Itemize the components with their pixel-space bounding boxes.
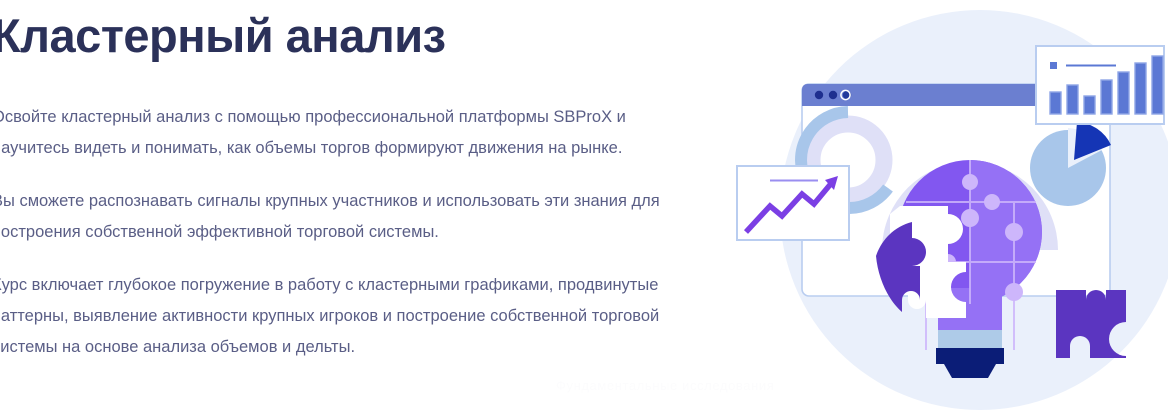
bar-7 [1151, 55, 1164, 115]
body-copy: Освойте кластерный анализ с помощью проф… [0, 102, 732, 363]
watermark-text: Фундаментальные исследования [556, 378, 775, 393]
browser-dot-2-icon[interactable] [828, 90, 838, 100]
puzzle-piece-right[interactable] [1056, 290, 1126, 358]
bulb-base-lower [944, 364, 996, 378]
bar-5 [1117, 71, 1130, 115]
body-paragraph-1: Освойте кластерный анализ с помощью проф… [0, 108, 626, 157]
browser-titlebar-fill [802, 99, 1110, 106]
pie-slice-exploded [1074, 122, 1111, 160]
legend-swatch-icon [1050, 62, 1057, 69]
browser-dot-outline-icon[interactable] [840, 89, 851, 101]
body-paragraph-3: Курс включает глубокое погружение в рабо… [0, 276, 660, 356]
line-chart-arrowhead-icon [825, 176, 838, 190]
puzzle-piece-left[interactable] [876, 222, 926, 312]
bar-2 [1066, 84, 1079, 115]
cluster-analysis-illustration [730, 0, 1168, 420]
text-column: Кластерный анализ Освойте кластерный ана… [0, 9, 732, 363]
pie-chart [1030, 122, 1111, 206]
bar-3 [1083, 95, 1096, 115]
line-chart-card [736, 165, 850, 241]
bar-6 [1134, 62, 1147, 115]
browser-dot-1-icon[interactable] [814, 90, 824, 100]
lightbulb-puzzle [876, 160, 1126, 378]
line-chart-series [743, 178, 837, 234]
bar-1 [1049, 91, 1062, 115]
bulb-collar [938, 330, 1002, 350]
bulb-base-upper [936, 348, 1004, 364]
bar-4 [1100, 79, 1113, 115]
bar-chart-card [1035, 45, 1165, 125]
page-title: Кластерный анализ [0, 9, 446, 62]
bar-chart-bars [1049, 55, 1164, 115]
body-paragraph-2: Вы сможете распознавать сигналы крупных … [0, 192, 660, 241]
